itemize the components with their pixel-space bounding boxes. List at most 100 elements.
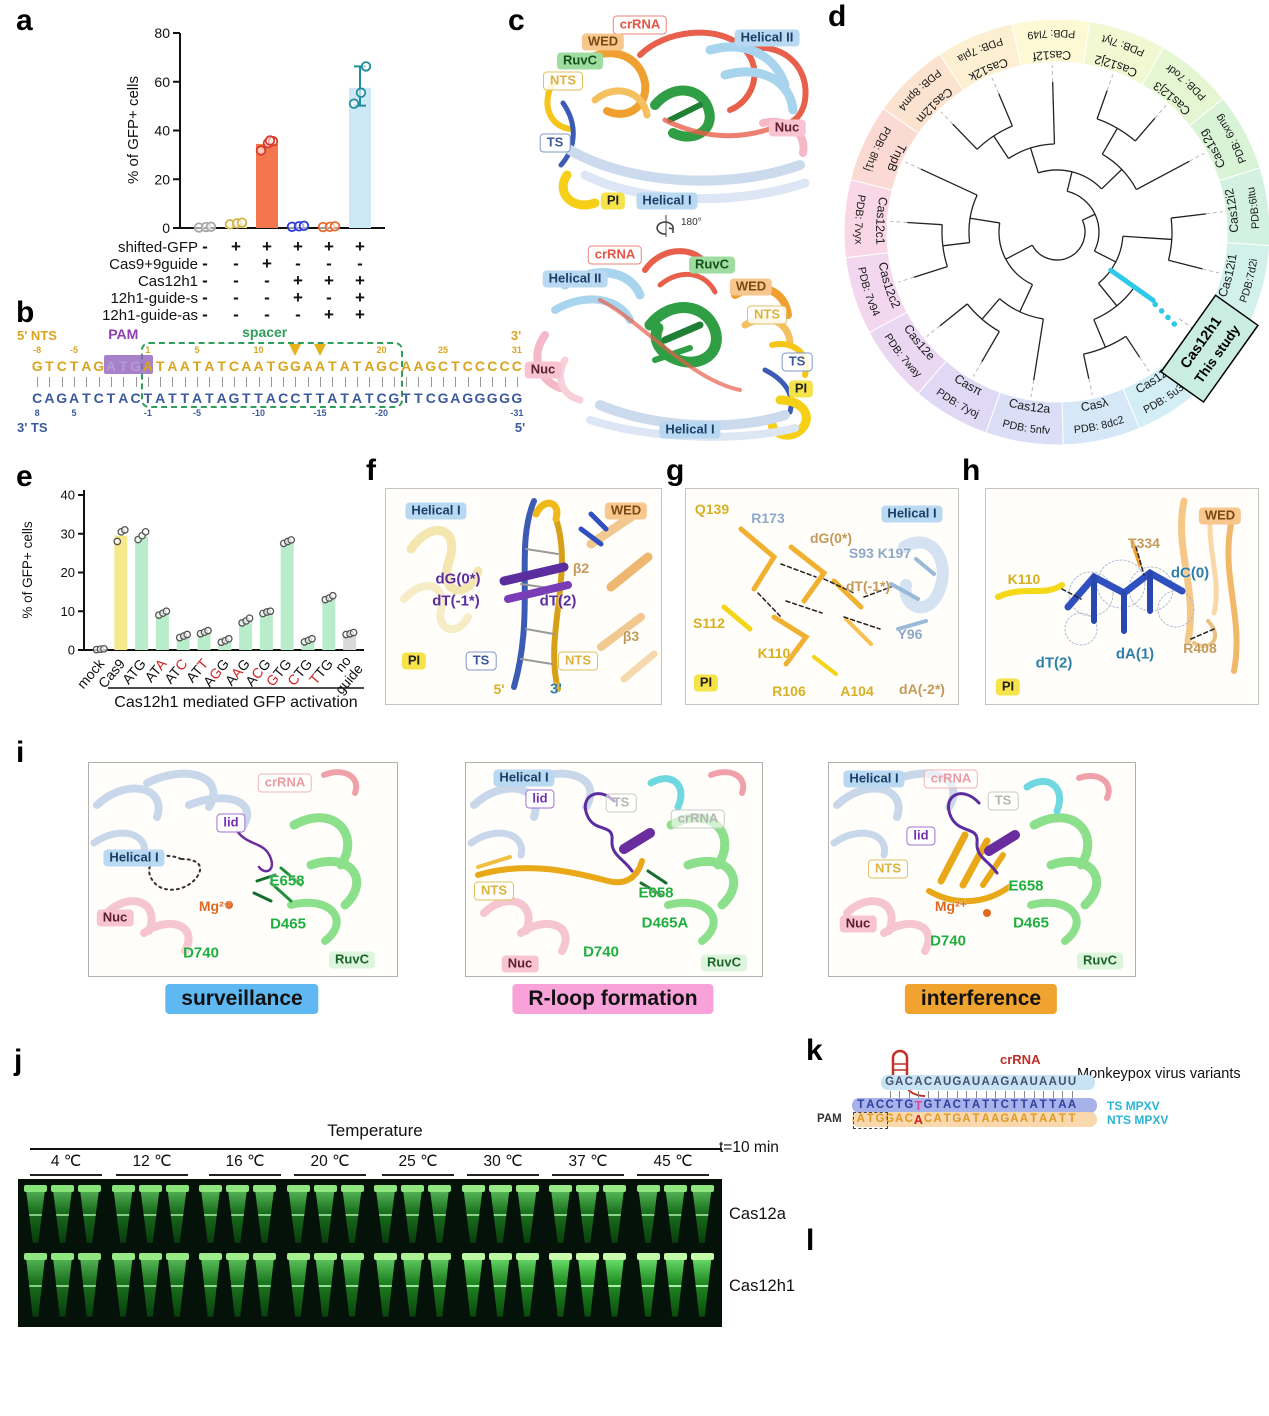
- base-pair-line: [135, 377, 137, 387]
- assay-tube: [51, 1253, 74, 1319]
- nts-base: A: [253, 358, 264, 374]
- nts-base: C: [904, 1113, 913, 1125]
- tube-meniscus: [27, 1214, 44, 1217]
- ts-base: C: [885, 1099, 894, 1111]
- ts-base: G: [228, 390, 240, 406]
- label-ts: TS: [539, 133, 571, 153]
- ts-base: A: [68, 390, 80, 406]
- condition-sign: -: [264, 271, 270, 290]
- data-point: [183, 630, 192, 639]
- nts-position-number: 10: [253, 345, 264, 355]
- label-r173: R173: [751, 509, 785, 526]
- label-nts: NTS: [558, 651, 598, 671]
- sector-pdb: PDB: 7l49: [1027, 27, 1076, 41]
- tube-cap: [111, 1253, 135, 1260]
- nts-base: T: [155, 358, 165, 374]
- tube-body: [605, 1192, 624, 1243]
- base-pair-line: [74, 377, 76, 387]
- data-point: [120, 526, 129, 534]
- leaf-branch: [1052, 82, 1056, 145]
- tube-cap: [24, 1253, 47, 1260]
- data-point: [113, 537, 122, 546]
- crrna-base: A: [914, 1076, 923, 1088]
- ts-base: T: [991, 1099, 999, 1111]
- leaf-tip-dash: [897, 276, 915, 283]
- assay-tube: [340, 1185, 364, 1245]
- nts-position-number: -5: [70, 345, 79, 355]
- tube-meniscus: [579, 1284, 596, 1287]
- tube-meniscus: [552, 1214, 569, 1217]
- tube-meniscus: [639, 1284, 657, 1287]
- leaf-branch: [1136, 160, 1190, 191]
- ts-base: C: [93, 390, 104, 406]
- nts-5prime-label: 5' NTS: [17, 328, 57, 343]
- ts-base: A: [351, 390, 362, 406]
- condition-sign: +: [262, 254, 272, 273]
- condition-sign: +: [355, 288, 365, 307]
- state-caption: R-loop formation: [512, 984, 714, 1014]
- condition-sign: -: [233, 288, 239, 307]
- data-point: [266, 607, 275, 616]
- temperature-underline: [382, 1174, 454, 1176]
- pam-label: PAM: [817, 1113, 842, 1125]
- assay-tube: [428, 1253, 451, 1319]
- label-d740: D740: [583, 943, 619, 961]
- ts-position-number: 8: [34, 408, 40, 418]
- tube-cap: [286, 1253, 310, 1260]
- nts-position-number: 31: [511, 345, 522, 355]
- base-pair-line: [966, 1091, 968, 1098]
- assay-tube: [636, 1185, 660, 1245]
- sector-name: Casλ: [1080, 395, 1111, 415]
- tube-body: [288, 1192, 308, 1243]
- ts-base: T: [914, 1099, 923, 1113]
- base-pair-line: [947, 1091, 949, 1098]
- assay-tube: [165, 1253, 189, 1319]
- tube-cap: [226, 1185, 249, 1192]
- tube-body: [638, 1192, 658, 1243]
- crrna-base: A: [1019, 1076, 1029, 1088]
- clade-spoke: [1122, 235, 1172, 241]
- rotation-angle-label: 180°: [681, 217, 702, 228]
- tube-body: [665, 1192, 685, 1243]
- nts-base: T: [45, 358, 54, 374]
- label-helical-1: Helical I: [843, 770, 905, 788]
- surveillance-state-panel: crRNA lid Helical I E658 Mg²⁺ Nuc D465 D740 RuvC: [88, 762, 398, 977]
- crrna-base: C: [923, 1076, 933, 1088]
- base-pair-line: [492, 377, 494, 387]
- leaf-branch: [1134, 117, 1156, 142]
- nts-base: A: [1039, 1113, 1048, 1125]
- nts-position-number: 1: [145, 345, 151, 355]
- tube-cap: [253, 1253, 276, 1260]
- assay-tube: [690, 1185, 714, 1245]
- assay-tube: [576, 1253, 599, 1319]
- label-crrna: crRNA: [587, 245, 643, 265]
- tube-cap: [253, 1185, 276, 1192]
- label-nts: NTS: [747, 305, 787, 325]
- pam-highlight: [103, 355, 153, 374]
- ts-base: C: [425, 390, 436, 406]
- base-pair-line: [928, 1091, 929, 1098]
- data-point: [329, 221, 341, 232]
- tube-body: [26, 1260, 45, 1317]
- crrna-base: U: [943, 1076, 952, 1088]
- condition-name: Cas9+9guide: [109, 256, 198, 273]
- tube-body: [26, 1192, 45, 1243]
- label-crrna: crRNA: [257, 773, 313, 793]
- data-point: [355, 87, 367, 98]
- label-lid: lid: [906, 826, 936, 846]
- data-point: [224, 634, 233, 643]
- tube-meniscus: [431, 1284, 448, 1287]
- condition-sign: -: [202, 237, 208, 256]
- ts-3prime-label: 3' TS: [17, 420, 48, 435]
- label-3prime: 3': [550, 680, 562, 698]
- label-e658: E658: [638, 884, 674, 902]
- ts-base: T: [106, 390, 116, 406]
- temperature-title: Temperature: [327, 1121, 423, 1140]
- condition-sign: -: [295, 254, 301, 273]
- assay-tube: [253, 1185, 276, 1245]
- crrna-base: G: [885, 1076, 895, 1088]
- ts-base: A: [327, 390, 338, 406]
- label-dt-1: dT(-1*): [845, 577, 891, 594]
- tube-meniscus: [491, 1284, 509, 1287]
- ts-base: C: [875, 1099, 885, 1111]
